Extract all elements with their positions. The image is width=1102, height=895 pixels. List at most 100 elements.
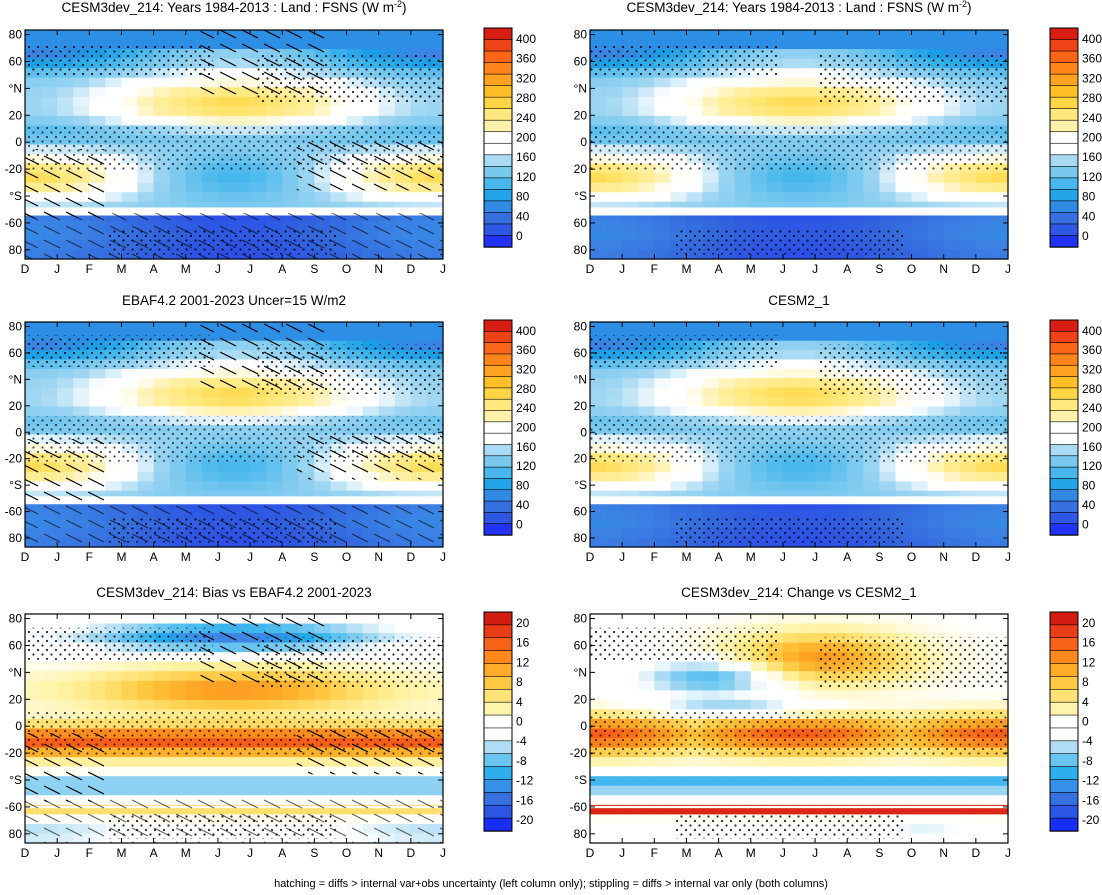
heatmap-cell (927, 804, 945, 815)
heatmap-cell (734, 220, 752, 231)
heatmap-cell (638, 661, 655, 672)
heatmap-cell (847, 804, 864, 815)
heatmap-cell (686, 211, 704, 222)
heatmap-cell (991, 182, 1009, 193)
heatmap-cell (105, 690, 123, 701)
heatmap-cell (266, 397, 283, 407)
heatmap-cell (41, 671, 58, 682)
heatmap-cell (895, 690, 913, 701)
heatmap-cell (911, 518, 929, 529)
heatmap-cell (959, 509, 977, 520)
heatmap-cell (362, 490, 380, 501)
heatmap-cell (25, 87, 42, 98)
colorbar-label: 160 (1082, 440, 1102, 454)
heatmap-cell (410, 776, 428, 787)
heatmap-cell (943, 106, 961, 117)
y-tick-label: 80 (574, 243, 588, 257)
colorbar-label: 0 (1082, 229, 1089, 243)
heatmap-cell (201, 397, 219, 407)
colorbar-box (483, 817, 513, 832)
heatmap-cell (25, 406, 42, 417)
heatmap-cell (638, 406, 655, 417)
heatmap-cell (606, 173, 623, 184)
heatmap-cell (638, 239, 655, 251)
heatmap-cell (799, 804, 816, 815)
colorbar-box (483, 119, 513, 133)
x-tick-label: D (972, 846, 981, 860)
x-tick-label: D (972, 550, 981, 564)
heatmap-cell (927, 690, 945, 701)
heatmap-cell (782, 39, 800, 50)
heatmap-cell (378, 699, 396, 711)
heatmap-cell (975, 690, 993, 701)
heatmap-cell (750, 490, 768, 501)
heatmap-cell (185, 87, 203, 98)
heatmap-cell (250, 785, 267, 796)
heatmap-cell (670, 249, 688, 260)
heatmap-cell (41, 680, 58, 691)
heatmap-cell (622, 230, 639, 241)
heatmap-cell (799, 249, 816, 260)
colorbar-box (1049, 189, 1079, 202)
heatmap-cell (185, 115, 203, 127)
y-tick-label: 80 (9, 612, 23, 626)
x-tick-label: J (619, 846, 625, 860)
heatmap-cell (638, 220, 655, 231)
x-tick-label: M (116, 262, 126, 276)
heatmap-cell (217, 757, 235, 768)
colorbar-label: 120 (516, 459, 536, 473)
heatmap-cell (831, 490, 848, 501)
heatmap-cell (121, 387, 139, 398)
heatmap-cell (410, 623, 428, 634)
heatmap-cell (959, 192, 977, 203)
heatmap-cell (298, 699, 315, 711)
heatmap-cell (606, 220, 623, 231)
heatmap-cell (410, 115, 428, 127)
heatmap-cell (991, 39, 1009, 50)
heatmap-cell (734, 201, 752, 212)
colorbar-label: 200 (1082, 421, 1102, 435)
heatmap-cell (670, 397, 688, 407)
heatmap-cell (959, 230, 977, 241)
heatmap-cell (799, 368, 816, 379)
heatmap-cell (799, 833, 816, 844)
heatmap-cell (863, 30, 880, 41)
heatmap-cell (799, 350, 816, 361)
plot-frame (24, 613, 444, 844)
heatmap-cell (975, 39, 993, 50)
heatmap-cell (606, 766, 623, 777)
heatmap-cell (606, 823, 623, 835)
colorbar-box (483, 727, 513, 742)
heatmap-cell (314, 481, 332, 492)
heatmap-cell (895, 230, 913, 241)
heatmap-cell (266, 462, 283, 473)
heatmap-cell (670, 378, 688, 389)
heatmap-cell (670, 537, 688, 548)
heatmap-cell (975, 462, 993, 473)
x-tick-label: J (440, 550, 446, 564)
heatmap-cell (201, 481, 219, 492)
heatmap-cell (153, 192, 171, 203)
y-tick-label: 80 (574, 531, 588, 545)
heatmap-cell (137, 776, 155, 787)
heatmap-cell (927, 173, 945, 184)
heatmap-cell (831, 481, 848, 492)
colorbar-label: -20 (516, 813, 534, 827)
x-tick-label: M (681, 550, 691, 564)
x-tick-label: D (586, 262, 595, 276)
heatmap-cell (282, 785, 299, 796)
heatmap-cell (137, 671, 155, 682)
heatmap-cell (782, 472, 800, 482)
heatmap-cell (89, 661, 106, 672)
heatmap-cell (670, 106, 688, 117)
heatmap-cell (847, 106, 864, 117)
x-tick-label: A (278, 550, 286, 564)
heatmap-cell (89, 87, 106, 98)
heatmap-cell (394, 115, 412, 127)
heatmap-cell (879, 623, 897, 634)
panel-title: CESM3dev_214: Bias vs EBAF4.2 2001-2023 (96, 585, 371, 600)
heatmap-cell (943, 795, 961, 806)
heatmap-cell (314, 490, 332, 501)
heatmap-cell (815, 614, 832, 625)
heatmap-cell (734, 96, 752, 107)
